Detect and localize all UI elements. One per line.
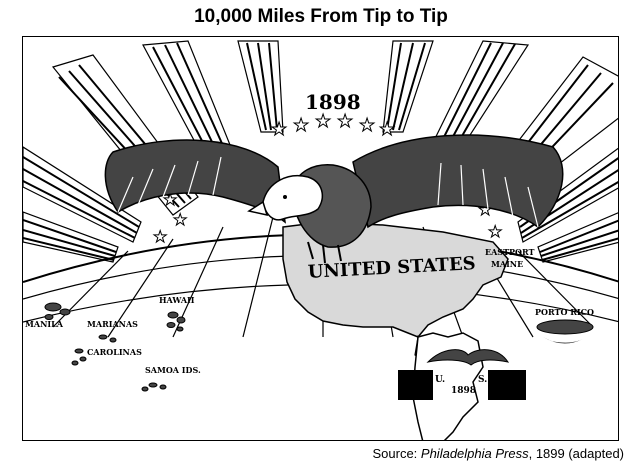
inset-letter-s: S. (478, 375, 487, 385)
manila-label: MANILA (25, 319, 64, 329)
star: ★ (379, 119, 395, 139)
maine-label: MAINE (491, 259, 523, 269)
samoa-islands (141, 382, 167, 392)
source-caption: Source: Philadelphia Press, 1899 (adapte… (372, 446, 624, 461)
cartoon-frame: ★ ★ ★ ★ ★ ★ ★ ★ ★ ★ ★ ★ 1898 U (22, 36, 619, 441)
inset-letter-u: U. (435, 375, 445, 385)
ray-4 (382, 40, 434, 133)
manila-islands (44, 302, 71, 320)
inset-year: 1898 (451, 386, 476, 396)
star: ★ (271, 119, 287, 139)
eagle-beak (247, 200, 269, 217)
porto-rico-island (536, 319, 594, 344)
star: ★ (163, 192, 177, 209)
source-suffix: , 1899 (adapted) (528, 446, 624, 461)
eagle-illustration (104, 134, 564, 264)
porto-rico-label: PORTO RICO (535, 307, 594, 317)
hawaii-label: HAWAII (159, 295, 195, 305)
stars-arc: ★ ★ ★ ★ ★ ★ ★ ★ ★ ★ ★ ★ (153, 111, 503, 247)
ray-10 (537, 212, 618, 263)
cartoon-year: 1898 (305, 90, 361, 114)
eagle-right-wing (352, 134, 564, 229)
source-prefix: Source: (372, 446, 421, 461)
inset-map-1798: U. S. 1898 (398, 332, 526, 440)
carolinas-label: CAROLINAS (87, 347, 142, 357)
ray-3 (237, 40, 284, 133)
eastport-label: EASTPORT (485, 247, 535, 257)
carolinas-islands (71, 348, 87, 366)
star: ★ (293, 115, 309, 135)
eagle-head (262, 175, 324, 221)
star: ★ (488, 224, 502, 241)
star: ★ (153, 229, 167, 246)
ray-8 (23, 146, 142, 243)
samoa-label: SAMOA IDS. (145, 365, 201, 375)
star: ★ (173, 212, 187, 229)
hawaii-islands (166, 311, 186, 332)
source-publication: Philadelphia Press (420, 446, 529, 461)
marianas-islands (98, 334, 117, 343)
star: ★ (359, 115, 375, 135)
political-cartoon: ★ ★ ★ ★ ★ ★ ★ ★ ★ ★ ★ ★ 1898 U (23, 40, 618, 440)
marianas-label: MARIANAS (87, 319, 138, 329)
page-title: 10,000 Miles From Tip to Tip (194, 6, 448, 27)
star: ★ (315, 111, 331, 131)
ray-9 (23, 211, 119, 263)
star: ★ (337, 111, 353, 131)
